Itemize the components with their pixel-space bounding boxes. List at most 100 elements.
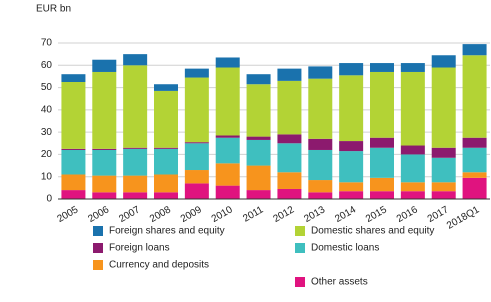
bar-segment <box>123 148 148 176</box>
bar-segment <box>370 147 394 178</box>
bar-segment <box>462 137 487 148</box>
bar-segment <box>308 180 333 193</box>
bar-segment <box>277 143 302 173</box>
bar-segment <box>184 68 209 78</box>
bar-segment <box>123 175 148 193</box>
bar-segment <box>215 67 240 136</box>
bar-segment <box>123 65 148 148</box>
legend-swatch <box>295 277 305 287</box>
bar-segment <box>92 59 117 72</box>
bar-segment <box>154 192 178 199</box>
bar-segment <box>431 67 456 148</box>
bar-segment <box>215 137 240 164</box>
bar-segment <box>184 170 209 184</box>
bar-segment <box>339 151 364 183</box>
bar-segment <box>215 163 240 186</box>
legend-label: Other assets <box>311 277 368 288</box>
bar-segment <box>61 149 86 175</box>
bar-segment <box>462 172 487 178</box>
bar-segment <box>123 147 148 149</box>
bar-segment <box>246 84 271 137</box>
bar-segment <box>462 55 487 138</box>
bar-segment <box>308 66 333 79</box>
bar-segment <box>431 182 456 192</box>
y-tick-label: 20 <box>41 149 53 160</box>
x-tick-label: 2015 <box>364 204 389 225</box>
x-tick-label: 2005 <box>55 204 80 225</box>
legend-label: Domestic loans <box>311 243 379 254</box>
bar-segment <box>370 63 394 72</box>
legend-swatch <box>93 243 103 253</box>
bar-segment <box>431 157 456 183</box>
bar-segment <box>308 149 333 181</box>
bar-segment <box>431 147 456 158</box>
bar-segment <box>339 75 364 142</box>
bar-segment <box>370 71 394 138</box>
bar-segment <box>339 182 364 192</box>
x-tick-label: 2013 <box>302 204 327 225</box>
bar-segment <box>92 192 117 199</box>
y-tick-label: 10 <box>41 171 53 182</box>
bar-segment <box>184 77 209 143</box>
bar-segment <box>154 84 178 91</box>
bar-segment <box>308 138 333 150</box>
bar-segment <box>462 44 487 56</box>
bar-segment <box>61 190 86 199</box>
bar-segment <box>400 182 425 192</box>
bar-segment <box>246 139 271 166</box>
bar-segment <box>308 78 333 139</box>
bar-segment <box>308 192 333 199</box>
bar-segment <box>400 191 425 199</box>
bar-segment <box>123 192 148 199</box>
bar-segment <box>339 191 364 199</box>
bar-segment <box>400 71 425 146</box>
bar-segment <box>431 55 456 68</box>
x-tick-label: 2008 <box>148 204 173 225</box>
bar-segment <box>246 136 271 140</box>
legend-label: Domestic shares and equity <box>311 226 434 237</box>
y-tick-label: 0 <box>46 194 52 205</box>
legend-label: Foreign loans <box>109 243 170 254</box>
bar-segment <box>246 165 271 191</box>
bar-segment <box>400 63 425 72</box>
bar-segment <box>370 137 394 148</box>
bar-segment <box>370 191 394 199</box>
bar-segment <box>184 143 209 171</box>
bar-segment <box>123 54 148 66</box>
bar-segment <box>61 74 86 82</box>
legend-swatch <box>93 260 103 270</box>
bar-segment <box>184 142 209 144</box>
bar-segment <box>277 172 302 189</box>
x-tick-label: 2009 <box>179 204 204 225</box>
x-tick-label: 2018Q1 <box>445 204 482 232</box>
x-tick-label: 2006 <box>86 204 111 225</box>
bar-segment <box>61 174 86 191</box>
legend-label: Currency and deposits <box>109 260 209 271</box>
y-tick-label: 40 <box>41 104 53 115</box>
bar-segment <box>61 82 86 149</box>
bar-segment <box>370 177 394 192</box>
x-tick-label: 2007 <box>117 204 142 225</box>
bar-segment <box>400 145 425 155</box>
bar-segment <box>431 191 456 199</box>
bar-segment <box>277 134 302 144</box>
x-tick-label: 2011 <box>241 204 266 224</box>
y-tick-label: 70 <box>41 38 53 49</box>
bar-segment <box>277 188 302 199</box>
bar-segment <box>246 190 271 199</box>
bar-segment <box>154 147 178 149</box>
x-tick-label: 2012 <box>271 204 296 225</box>
bar-segment <box>92 148 117 150</box>
legend-swatch <box>295 226 305 236</box>
bar-segment <box>462 147 487 173</box>
y-axis-label: EUR bn <box>36 4 71 15</box>
bar-segment <box>277 68 302 81</box>
bar-segment <box>92 149 117 176</box>
x-tick-label: 2010 <box>210 204 235 225</box>
y-tick-label: 30 <box>41 127 53 138</box>
bar-segment <box>339 63 364 76</box>
y-tick-label: 60 <box>41 60 53 71</box>
legend-swatch <box>93 226 103 236</box>
x-tick-label: 2016 <box>395 204 420 225</box>
